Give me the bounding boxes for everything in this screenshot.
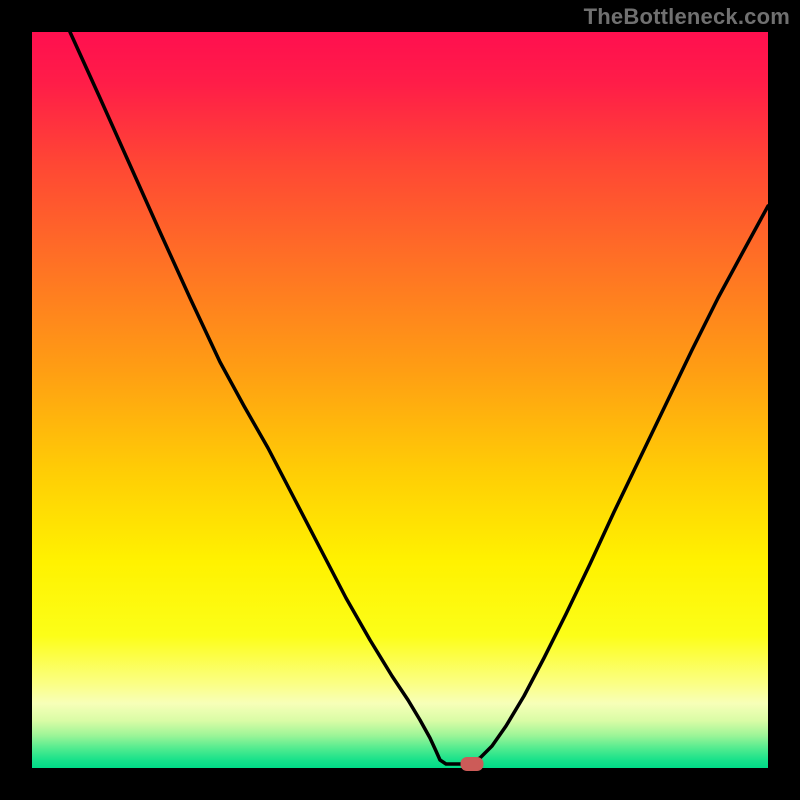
bottleneck-chart	[0, 0, 800, 800]
watermark-text: TheBottleneck.com	[584, 4, 790, 30]
chart-container: TheBottleneck.com	[0, 0, 800, 800]
optimal-marker	[461, 758, 483, 771]
plot-background	[32, 32, 768, 768]
